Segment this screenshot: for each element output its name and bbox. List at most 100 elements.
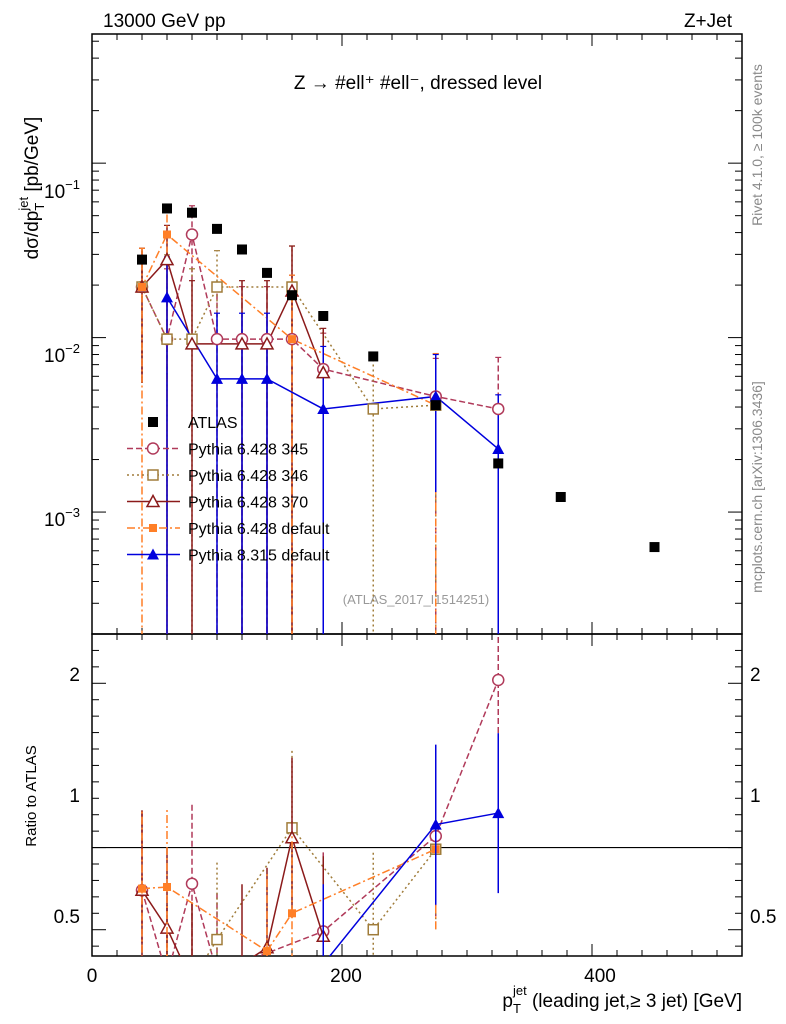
atlas-data-point <box>137 254 147 265</box>
atlas-data-point <box>212 223 222 234</box>
ratio-data-point <box>185 877 199 890</box>
x-axis-label: pTjet (leading jet,≥ 3 jet) [GeV] <box>502 983 742 1016</box>
ratio-series-line <box>141 834 324 956</box>
ratio-data-point <box>236 958 248 969</box>
ratio-panel-marks <box>92 634 742 987</box>
ratio-series-line <box>141 848 437 953</box>
data-point <box>138 283 146 292</box>
x-axis-label-rest: (leading jet,≥ 3 jet) [GeV] <box>527 991 742 1012</box>
x-tick-label: 200 <box>330 966 362 987</box>
ratio-data-point <box>288 909 296 918</box>
main-y-tick-label: 10−2 <box>44 341 80 367</box>
data-point <box>184 336 200 350</box>
main-y-tick-base: 10 <box>44 182 65 203</box>
atlas-data-point <box>430 400 441 411</box>
ratio-data-point <box>317 958 329 969</box>
ratio-data-point <box>429 818 442 830</box>
legend: ATLAS Pythia 6.428 345 Pythia 6.428 346 Pyt… <box>127 415 330 565</box>
main-panel-marks <box>134 203 660 634</box>
x-axis-label-sup: jet <box>512 983 527 998</box>
main-y-tick-label: 10−3 <box>44 505 80 531</box>
main-y-axis-label-sup: jet <box>16 197 31 212</box>
ratio-data-point <box>187 976 197 986</box>
data-point <box>234 336 250 350</box>
ratio-data-point <box>163 883 171 891</box>
data-point <box>429 390 442 402</box>
ratio-data-point <box>186 976 198 987</box>
atlas-data-point <box>318 311 329 322</box>
ratio-y-tick-label: 0.5 <box>54 907 80 928</box>
ratio-y-tick-label-right: 0.5 <box>750 907 776 928</box>
plot-title: Z → #ell⁺ #ell⁻, dressed level <box>294 73 542 94</box>
mcplots-label: mcplots.cern.ch [arXiv:1306.3436] <box>749 381 765 593</box>
data-point <box>163 230 171 239</box>
data-point <box>161 291 173 303</box>
data-point <box>288 335 296 344</box>
data-point <box>492 442 505 454</box>
series-line <box>141 233 437 406</box>
ratio-series-line <box>206 826 437 956</box>
series-line <box>141 234 499 410</box>
ratio-data-point <box>211 933 223 946</box>
legend-label: Pythia 6.428 346 <box>188 468 308 485</box>
data-point <box>315 365 331 379</box>
ratio-series-line <box>328 812 499 956</box>
ratio-y-axis-label: Ratio to ATLAS <box>23 745 40 846</box>
main-y-tick-exp: −2 <box>65 341 80 356</box>
data-point <box>159 252 175 266</box>
legend-marker <box>148 417 158 427</box>
data-point <box>236 372 248 384</box>
legend-marker <box>147 548 159 560</box>
ratio-panel-frame <box>91 633 743 957</box>
legend-marker <box>146 442 160 455</box>
ratio-data-point <box>138 884 146 893</box>
energy-label: 13000 GeV pp <box>103 11 226 32</box>
atlas-data-point <box>493 458 504 469</box>
analysis-label: (ATLAS_2017_I1514251) <box>343 592 489 607</box>
atlas-data-point <box>162 203 172 214</box>
ratio-data-point <box>162 977 172 987</box>
data-point <box>210 332 224 346</box>
data-point <box>211 281 223 293</box>
ratio-data-point <box>492 673 505 687</box>
main-y-axis-label-sub: T <box>32 203 47 211</box>
rivet-label: Rivet 4.1.0, ≥ 100k events <box>749 64 765 226</box>
legend-label: Pythia 6.428 345 <box>188 442 308 459</box>
ratio-data-point <box>367 923 379 936</box>
ratio-y-tick-label: 2 <box>69 665 80 686</box>
data-point <box>211 372 223 384</box>
axis-ticks <box>91 34 743 956</box>
ratio-data-point <box>263 947 271 956</box>
main-y-tick-exp: −1 <box>65 177 80 192</box>
x-axis-label-sub: T <box>513 1001 521 1016</box>
data-point <box>261 372 273 384</box>
series-line <box>141 258 324 373</box>
atlas-data-point <box>262 267 272 278</box>
data-point <box>185 228 199 241</box>
atlas-data-point <box>649 542 660 553</box>
data-point <box>492 402 505 416</box>
legend-marker <box>145 493 161 508</box>
data-point <box>259 336 275 350</box>
ratio-y-tick-label: 1 <box>69 786 80 807</box>
atlas-data-point <box>237 244 247 255</box>
ratio-data-point <box>212 967 223 978</box>
atlas-data-point <box>187 207 197 218</box>
main-y-tick-label: 10−1 <box>44 177 80 203</box>
data-point <box>161 333 173 345</box>
ratio-y-tick-label-right: 1 <box>750 786 761 807</box>
data-point <box>367 403 379 415</box>
data-point <box>317 402 330 414</box>
legend-label: ATLAS <box>188 415 238 432</box>
legend-marker <box>147 469 159 481</box>
ratio-y-tick-label-right: 2 <box>750 665 761 686</box>
atlas-data-point <box>555 491 566 502</box>
legend-label: Pythia 6.428 370 <box>188 495 308 512</box>
atlas-data-point <box>287 290 297 301</box>
process-label: Z+Jet <box>684 11 733 32</box>
legend-label: Pythia 6.428 default <box>188 521 330 538</box>
legend-marker <box>149 524 157 532</box>
legend-label: Pythia 8.315 default <box>188 548 330 565</box>
x-axis-label-main: p <box>502 991 513 1012</box>
